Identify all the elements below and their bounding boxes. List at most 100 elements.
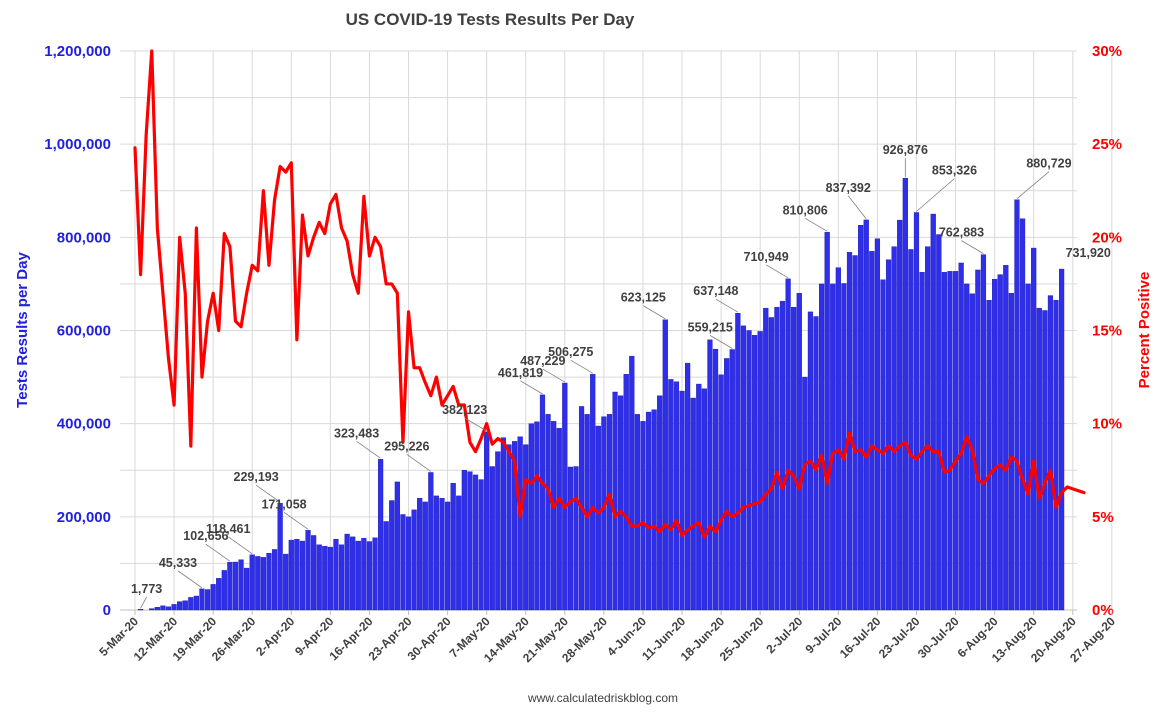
left-tick-label: 200,000 bbox=[57, 509, 111, 526]
data-label: 382,123 bbox=[442, 403, 487, 417]
bar bbox=[199, 588, 205, 611]
bar bbox=[930, 213, 936, 611]
bar bbox=[880, 279, 886, 611]
bar bbox=[908, 249, 914, 611]
bar bbox=[1053, 300, 1059, 611]
bar bbox=[757, 331, 763, 611]
x-tick-label: 2-Jul-20 bbox=[763, 614, 805, 656]
data-label: 559,215 bbox=[688, 320, 733, 334]
bar bbox=[645, 411, 652, 611]
leader-line bbox=[1016, 171, 1050, 200]
bar bbox=[255, 556, 261, 611]
bar bbox=[724, 358, 730, 611]
bar bbox=[835, 267, 841, 611]
bar bbox=[165, 606, 172, 611]
bar bbox=[567, 466, 574, 611]
bar bbox=[869, 251, 875, 611]
bar bbox=[182, 600, 188, 611]
bar bbox=[149, 608, 155, 611]
bar bbox=[679, 390, 685, 611]
bar bbox=[791, 307, 797, 611]
right-tick-label: 15% bbox=[1092, 323, 1122, 340]
right-axis-label: Percent Positive bbox=[1136, 272, 1153, 389]
data-label: 229,193 bbox=[234, 470, 279, 484]
bar bbox=[311, 535, 317, 611]
leader-line bbox=[570, 359, 593, 374]
leader-line bbox=[804, 217, 828, 232]
bar bbox=[685, 362, 691, 611]
bar bbox=[1036, 307, 1042, 611]
bar bbox=[238, 559, 244, 611]
bar bbox=[439, 498, 445, 611]
data-label: 762,883 bbox=[939, 226, 984, 240]
bar bbox=[562, 382, 568, 611]
bar bbox=[858, 225, 864, 611]
bar bbox=[154, 607, 160, 611]
bar bbox=[919, 272, 925, 611]
bar bbox=[925, 246, 931, 611]
leader-line bbox=[765, 264, 789, 279]
leader-line bbox=[356, 440, 381, 459]
bar bbox=[1025, 283, 1031, 611]
bar bbox=[338, 544, 345, 611]
bar bbox=[992, 279, 998, 611]
bar bbox=[830, 283, 836, 611]
bar bbox=[941, 272, 947, 611]
bar bbox=[344, 533, 350, 611]
bar bbox=[227, 561, 233, 611]
bar bbox=[517, 436, 523, 611]
bar bbox=[539, 394, 546, 611]
bar bbox=[779, 300, 786, 611]
bar bbox=[651, 409, 657, 611]
right-tick-label: 5% bbox=[1092, 509, 1114, 526]
bar bbox=[729, 349, 735, 611]
bar bbox=[606, 414, 613, 611]
left-tick-label: 0 bbox=[103, 602, 111, 619]
bar bbox=[735, 313, 741, 611]
bar bbox=[618, 395, 624, 611]
bar bbox=[1019, 218, 1026, 611]
bar bbox=[433, 495, 440, 611]
left-axis-label: Tests Results per Day bbox=[14, 252, 31, 408]
leader-line bbox=[406, 454, 432, 472]
bar bbox=[818, 283, 825, 611]
data-label: 506,275 bbox=[548, 345, 593, 359]
bar bbox=[634, 414, 640, 611]
x-tick-label: 30-Jul-20 bbox=[915, 614, 962, 661]
bar bbox=[327, 546, 333, 611]
right-tick-label: 25% bbox=[1092, 136, 1122, 153]
bar bbox=[271, 549, 278, 611]
bar bbox=[1042, 310, 1048, 611]
leader-line bbox=[715, 298, 739, 313]
bar bbox=[249, 554, 255, 611]
bar bbox=[177, 601, 183, 611]
bar bbox=[266, 552, 272, 611]
left-tick-label: 1,200,000 bbox=[44, 43, 111, 60]
percent-positive-line bbox=[133, 49, 1086, 539]
bar bbox=[221, 570, 227, 611]
bar bbox=[193, 595, 200, 611]
x-tick-label: 16-Jul-20 bbox=[837, 614, 884, 661]
bar bbox=[528, 423, 534, 611]
leader-line bbox=[140, 596, 147, 609]
bar bbox=[623, 374, 629, 611]
right-tick-label: 30% bbox=[1092, 43, 1122, 60]
bar bbox=[640, 421, 646, 611]
bar bbox=[952, 271, 959, 611]
data-label: 810,806 bbox=[783, 203, 828, 217]
data-label: 461,819 bbox=[498, 366, 543, 380]
bar bbox=[1059, 268, 1065, 611]
bar bbox=[383, 521, 389, 611]
data-label: 637,148 bbox=[693, 284, 738, 298]
bar bbox=[467, 471, 473, 611]
left-tick-label: 800,000 bbox=[57, 229, 111, 246]
bar bbox=[372, 537, 378, 611]
bar bbox=[444, 501, 451, 611]
bar bbox=[796, 293, 802, 611]
leader-line bbox=[177, 570, 203, 589]
leader-line bbox=[227, 536, 253, 555]
data-label: 623,125 bbox=[621, 291, 666, 305]
bar bbox=[305, 530, 311, 611]
